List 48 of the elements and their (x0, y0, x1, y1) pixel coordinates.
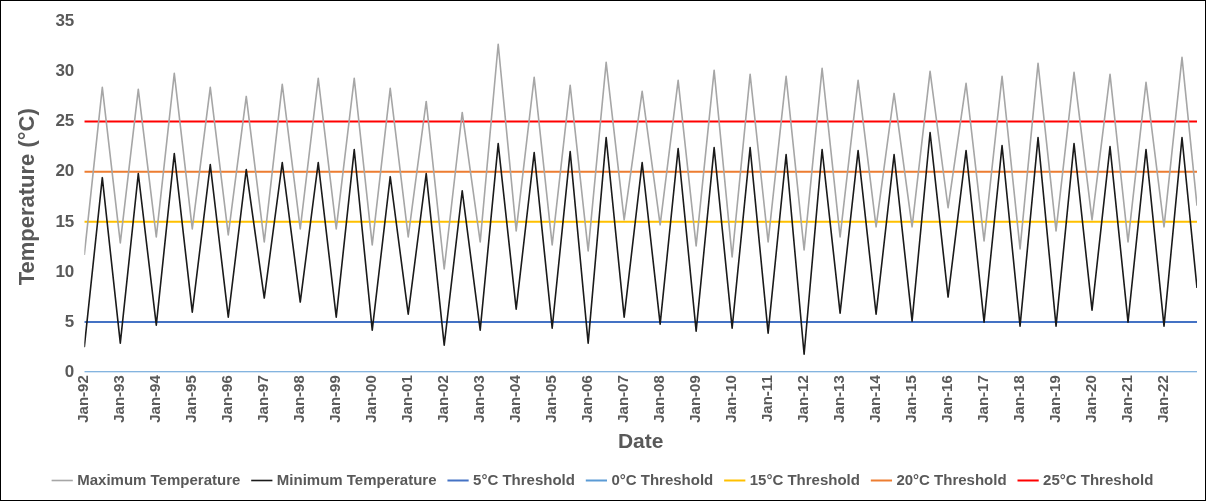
y-axis-title: Temperature (°C) (14, 108, 40, 286)
legend-label: 20°C Threshold (896, 470, 1007, 488)
x-tick-label: Jan-05 (542, 375, 560, 423)
x-tick-label: Jan-02 (434, 375, 452, 423)
x-tick-label: Jan-15 (902, 375, 920, 423)
x-tick-label: Jan-03 (470, 375, 488, 423)
y-tick-label: 0 (64, 361, 75, 381)
x-tick-label: Jan-01 (398, 375, 416, 423)
y-tick-label: 20 (55, 161, 75, 181)
x-tick-label: Jan-06 (578, 375, 596, 423)
legend-label: 25°C Threshold (1043, 470, 1154, 488)
x-tick-label: Jan-95 (182, 375, 200, 423)
x-tick-label: Jan-18 (1010, 375, 1028, 423)
x-tick-label: Jan-08 (650, 375, 668, 423)
y-tick-label: 30 (55, 61, 75, 81)
x-tick-label: Jan-13 (830, 375, 848, 423)
x-tick-label: Jan-97 (254, 375, 272, 423)
y-tick-label: 15 (55, 211, 75, 231)
x-tick-label: Jan-12 (794, 375, 812, 423)
x-tick-label: Jan-16 (938, 375, 956, 423)
x-tick-label: Jan-11 (758, 375, 776, 422)
legend-label: Maximum Temperature (77, 470, 241, 488)
x-tick-label: Jan-98 (290, 375, 308, 423)
legend-label: Minimum Temperature (276, 470, 437, 488)
y-tick-label: 5 (64, 311, 75, 331)
x-tick-label: Jan-19 (1046, 375, 1064, 423)
x-tick-label: Jan-92 (74, 375, 92, 423)
x-tick-label: Jan-04 (506, 374, 524, 423)
x-tick-label: Jan-17 (974, 375, 992, 423)
x-tick-label: Jan-21 (1118, 375, 1136, 423)
y-tick-label: 35 (55, 10, 75, 30)
x-tick-label: Jan-10 (722, 375, 740, 423)
x-tick-label: Jan-22 (1154, 375, 1172, 423)
x-tick-label: Jan-93 (110, 375, 128, 423)
legend-label: 5°C Threshold (473, 470, 575, 488)
x-tick-label: Jan-96 (218, 375, 236, 423)
y-tick-label: 10 (55, 261, 75, 281)
x-tick-label: Jan-99 (326, 375, 344, 423)
x-tick-label: Jan-14 (866, 374, 884, 423)
x-tick-label: Jan-94 (146, 374, 164, 423)
x-tick-label: Jan-20 (1082, 375, 1100, 423)
legend-label: 15°C Threshold (749, 470, 860, 488)
x-tick-label: Jan-00 (362, 375, 380, 423)
x-axis-title: Date (617, 429, 664, 453)
legend-label: 0°C Threshold (611, 470, 714, 488)
x-tick-label: Jan-09 (686, 375, 704, 423)
y-tick-label: 25 (55, 111, 75, 131)
x-tick-label: Jan-07 (614, 375, 632, 423)
